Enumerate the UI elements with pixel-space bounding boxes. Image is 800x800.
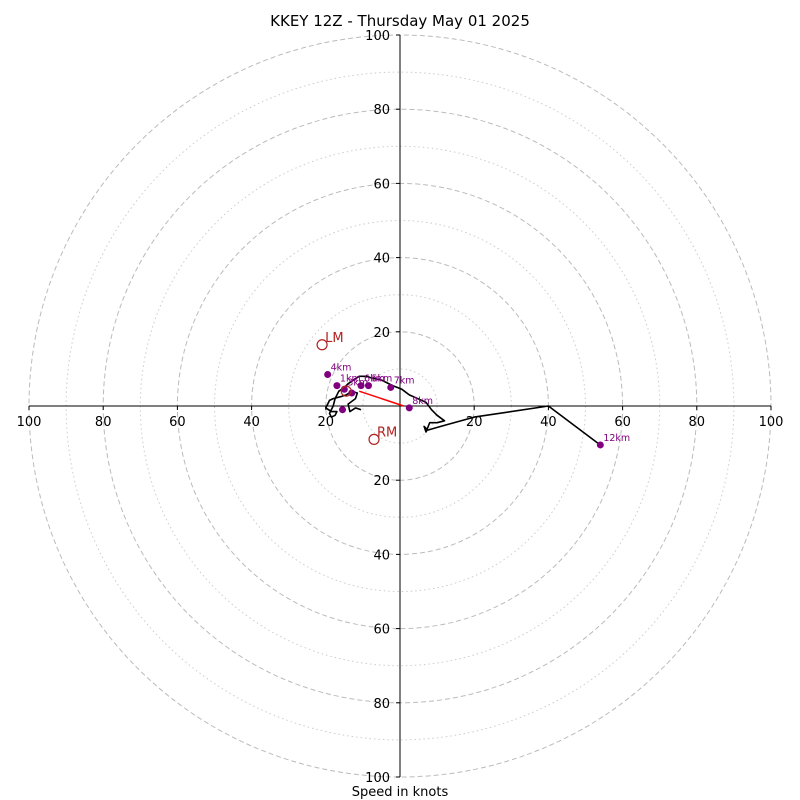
height-marker-label: 12km	[603, 433, 630, 444]
x-tick-label: 20	[318, 415, 335, 430]
y-tick-label: 20	[373, 474, 390, 489]
y-tick-label: 40	[373, 548, 390, 563]
height-marker-label: 1km	[340, 374, 361, 385]
height-marker-point	[357, 382, 365, 390]
y-tick-label: 80	[373, 697, 390, 712]
height-marker-point	[333, 382, 341, 390]
tick-labels: 2020202040404040606060608080808010010010…	[17, 29, 784, 786]
height-marker-point	[324, 370, 332, 378]
y-tick-label: 80	[373, 103, 390, 118]
y-tick-label: 100	[365, 771, 390, 786]
y-tick-label: 40	[373, 252, 390, 267]
y-tick-label: 60	[373, 623, 390, 638]
x-tick-label: 40	[243, 415, 260, 430]
x-tick-label: 80	[95, 415, 112, 430]
storm-motion-label: LM	[325, 331, 343, 346]
storm-motion-point	[316, 339, 328, 351]
y-tick-label: 20	[373, 326, 390, 341]
height-marker-label: 3km	[347, 377, 368, 388]
storm-motion-point	[340, 385, 352, 397]
hodograph-line	[324, 375, 601, 446]
height-marker-label: 5km	[371, 374, 392, 385]
height-marker-label: 8km	[412, 396, 433, 407]
height-marker-point	[387, 383, 395, 391]
height-marker-point	[338, 406, 346, 414]
shear-vector-line	[358, 390, 404, 407]
y-tick-label: 60	[373, 177, 390, 192]
x-tick-label: 100	[17, 415, 42, 430]
hodograph-trace	[324, 375, 601, 446]
x-tick-label: 100	[759, 415, 784, 430]
storm-motion-point	[368, 433, 380, 445]
height-marker-label: 7km	[394, 375, 415, 386]
x-tick-label: 40	[540, 415, 557, 430]
height-marker-point	[364, 382, 372, 390]
height-marker-label: 6km	[364, 374, 385, 385]
x-tick-label: 60	[169, 415, 186, 430]
height-marker-point	[405, 404, 413, 412]
storm-motion-label: RM	[377, 425, 397, 440]
chart-title: KKEY 12Z - Thursday May 01 2025	[270, 12, 530, 30]
storm-motion-markers: LM RM	[316, 331, 397, 445]
shear-vector	[358, 390, 404, 407]
height-marker-label: 4km	[331, 362, 352, 373]
y-tick-label: 100	[365, 29, 390, 44]
height-marker-point	[596, 441, 604, 449]
x-tick-label: 80	[689, 415, 706, 430]
axes	[29, 35, 771, 777]
x-axis-label: Speed in knots	[352, 785, 449, 800]
x-tick-label: 60	[614, 415, 631, 430]
